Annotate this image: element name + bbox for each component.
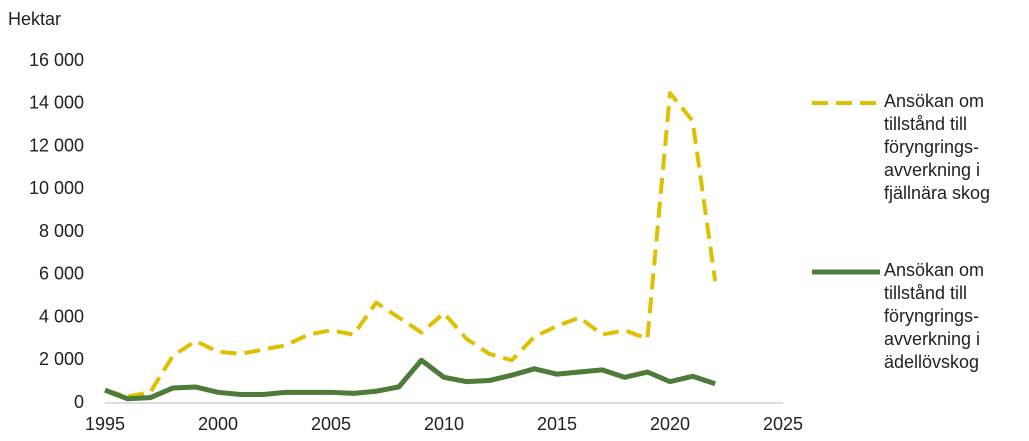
y-axis-label: Hektar bbox=[8, 9, 61, 29]
y-tick-label: 12 000 bbox=[29, 135, 84, 155]
x-tick-label: 2000 bbox=[198, 414, 238, 434]
y-tick-label: 14 000 bbox=[29, 93, 84, 113]
x-tick-label: 1995 bbox=[85, 414, 125, 434]
x-tick-label: 2025 bbox=[763, 414, 803, 434]
x-tick-label: 2010 bbox=[424, 414, 464, 434]
y-tick-label: 0 bbox=[74, 392, 84, 412]
legend-label: Ansökan om tillstånd till föryngrings-av… bbox=[884, 260, 985, 372]
legend-label: Ansökan om tillstånd till föryngrings-av… bbox=[884, 91, 991, 203]
y-tick-label: 6 000 bbox=[39, 264, 84, 284]
y-tick-label: 4 000 bbox=[39, 306, 84, 326]
y-tick-label: 2 000 bbox=[39, 349, 84, 369]
y-tick-label: 16 000 bbox=[29, 50, 84, 70]
y-tick-label: 8 000 bbox=[39, 221, 84, 241]
x-tick-label: 2020 bbox=[650, 414, 690, 434]
x-tick-label: 2005 bbox=[311, 414, 351, 434]
series-line bbox=[104, 91, 718, 399]
y-tick-label: 10 000 bbox=[29, 178, 84, 198]
x-tick-label: 2015 bbox=[537, 414, 577, 434]
series-line bbox=[104, 357, 716, 402]
